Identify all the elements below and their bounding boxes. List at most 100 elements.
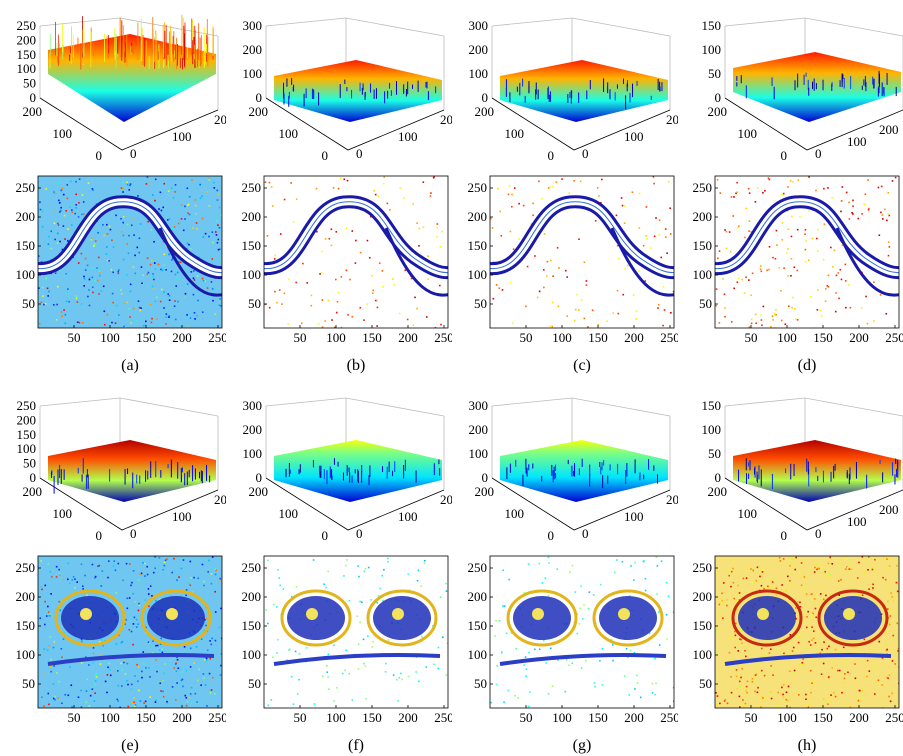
contour-x-tick: 250 [208, 330, 226, 345]
z-tick-label: 0 [30, 470, 37, 485]
contour-x-tick: 100 [326, 710, 346, 725]
contour-x-tick: 50 [745, 710, 758, 725]
contour-y-tick: 100 [16, 267, 36, 282]
z-tick-label: 100 [702, 42, 722, 57]
contour-y-tick: 200 [16, 589, 36, 604]
contour-x-tick: 50 [745, 330, 758, 345]
z-tick-label: 50 [23, 456, 36, 471]
contour-y-tick: 100 [16, 647, 36, 662]
surface-plot: 15010050020010000100200300 [702, 398, 903, 543]
contour-y-tick: 150 [693, 238, 713, 253]
z-tick-label: 0 [30, 90, 37, 105]
right-tick-label: 200 [440, 112, 452, 127]
contour-y-tick: 200 [242, 589, 262, 604]
left-tick-label: 200 [249, 484, 269, 499]
right-tick-label: 100 [624, 509, 644, 524]
left-tick-label: 200 [708, 484, 728, 499]
panel-e: 2502001501005002001000010020025020015010… [0, 380, 226, 756]
z-tick-label: 300 [243, 398, 263, 413]
surface-body [733, 52, 901, 122]
contour-x-tick: 250 [434, 330, 452, 345]
contour-x-tick: 50 [68, 330, 81, 345]
z-tick-label: 100 [243, 66, 263, 81]
right-tick-label: 0 [582, 146, 589, 161]
z-tick-label: 150 [702, 398, 722, 413]
left-tick-label: 100 [53, 506, 73, 521]
left-tick-label: 0 [96, 148, 103, 163]
contour-y-tick: 100 [242, 267, 262, 282]
left-tick-label: 200 [708, 104, 728, 119]
contour-y-tick: 250 [693, 560, 713, 575]
panel-a: 2502001501005002001000010020025020015010… [0, 0, 226, 376]
contour-y-tick: 50 [474, 296, 487, 311]
panel-caption: (d) [798, 357, 817, 374]
right-tick-label: 0 [356, 146, 363, 161]
right-tick-label: 100 [847, 514, 867, 529]
panel-caption: (g) [573, 737, 592, 754]
z-tick-label: 100 [702, 422, 722, 437]
contour-x-tick: 250 [208, 710, 226, 725]
z-tick-label: 50 [23, 76, 36, 91]
surface-body [500, 440, 668, 502]
panel-caption: (h) [798, 737, 817, 754]
contour-y-tick: 50 [248, 296, 261, 311]
left-tick-label: 100 [279, 506, 299, 521]
z-tick-label: 100 [469, 66, 489, 81]
panel-caption: (f) [348, 737, 364, 754]
right-tick-label: 0 [582, 526, 589, 541]
contour-x-tick: 250 [434, 710, 452, 725]
left-tick-label: 0 [96, 528, 103, 543]
contour-x-tick: 50 [520, 330, 533, 345]
z-tick-label: 250 [17, 18, 37, 33]
left-tick-label: 100 [505, 506, 525, 521]
surface-plot: 25020015010050020010000100200 [17, 398, 227, 543]
contour-y-tick: 200 [468, 589, 488, 604]
surface-plot: 300200100020010000100200 [469, 398, 679, 543]
z-tick-label: 150 [17, 427, 37, 442]
right-tick-label: 0 [815, 526, 822, 541]
z-tick-label: 300 [469, 398, 489, 413]
z-tick-label: 0 [715, 90, 722, 105]
left-tick-label: 100 [279, 126, 299, 141]
right-tick-label: 100 [847, 134, 867, 149]
z-tick-label: 300 [469, 18, 489, 33]
contour-y-tick: 50 [699, 296, 712, 311]
contour-x-tick: 100 [552, 710, 572, 725]
contour-y-tick: 250 [468, 560, 488, 575]
contour-y-tick: 50 [22, 296, 35, 311]
contour-x-tick: 150 [362, 330, 382, 345]
z-tick-label: 100 [243, 446, 263, 461]
contour-y-tick: 150 [468, 618, 488, 633]
z-tick-label: 50 [708, 66, 721, 81]
contour-x-tick: 150 [136, 710, 156, 725]
surface-plot: 15010050020010000100200300 [702, 18, 903, 163]
left-tick-label: 0 [548, 528, 555, 543]
panel-f: 3002001000200100001002002502001501005050… [226, 380, 452, 756]
right-tick-label: 200 [214, 112, 226, 127]
surface-body [500, 60, 668, 122]
z-tick-label: 200 [469, 422, 489, 437]
left-tick-label: 200 [23, 484, 43, 499]
contour-x-tick: 50 [294, 330, 307, 345]
contour-y-tick: 150 [693, 618, 713, 633]
contour-x-tick: 200 [849, 710, 869, 725]
left-tick-label: 100 [738, 506, 758, 521]
panel-caption: (a) [121, 357, 139, 374]
left-tick-label: 200 [249, 104, 269, 119]
right-tick-label: 200 [879, 122, 899, 137]
left-tick-label: 100 [505, 126, 525, 141]
z-tick-label: 100 [17, 441, 37, 456]
left-tick-label: 0 [322, 148, 329, 163]
contour-y-tick: 200 [693, 209, 713, 224]
panel-caption: (e) [121, 737, 139, 754]
z-tick-label: 250 [17, 398, 37, 413]
z-tick-label: 150 [702, 18, 722, 33]
left-tick-label: 0 [548, 148, 555, 163]
contour-x-tick: 50 [68, 710, 81, 725]
contour-y-tick: 50 [699, 676, 712, 691]
contour-x-tick: 150 [588, 710, 608, 725]
left-tick-label: 0 [322, 528, 329, 543]
